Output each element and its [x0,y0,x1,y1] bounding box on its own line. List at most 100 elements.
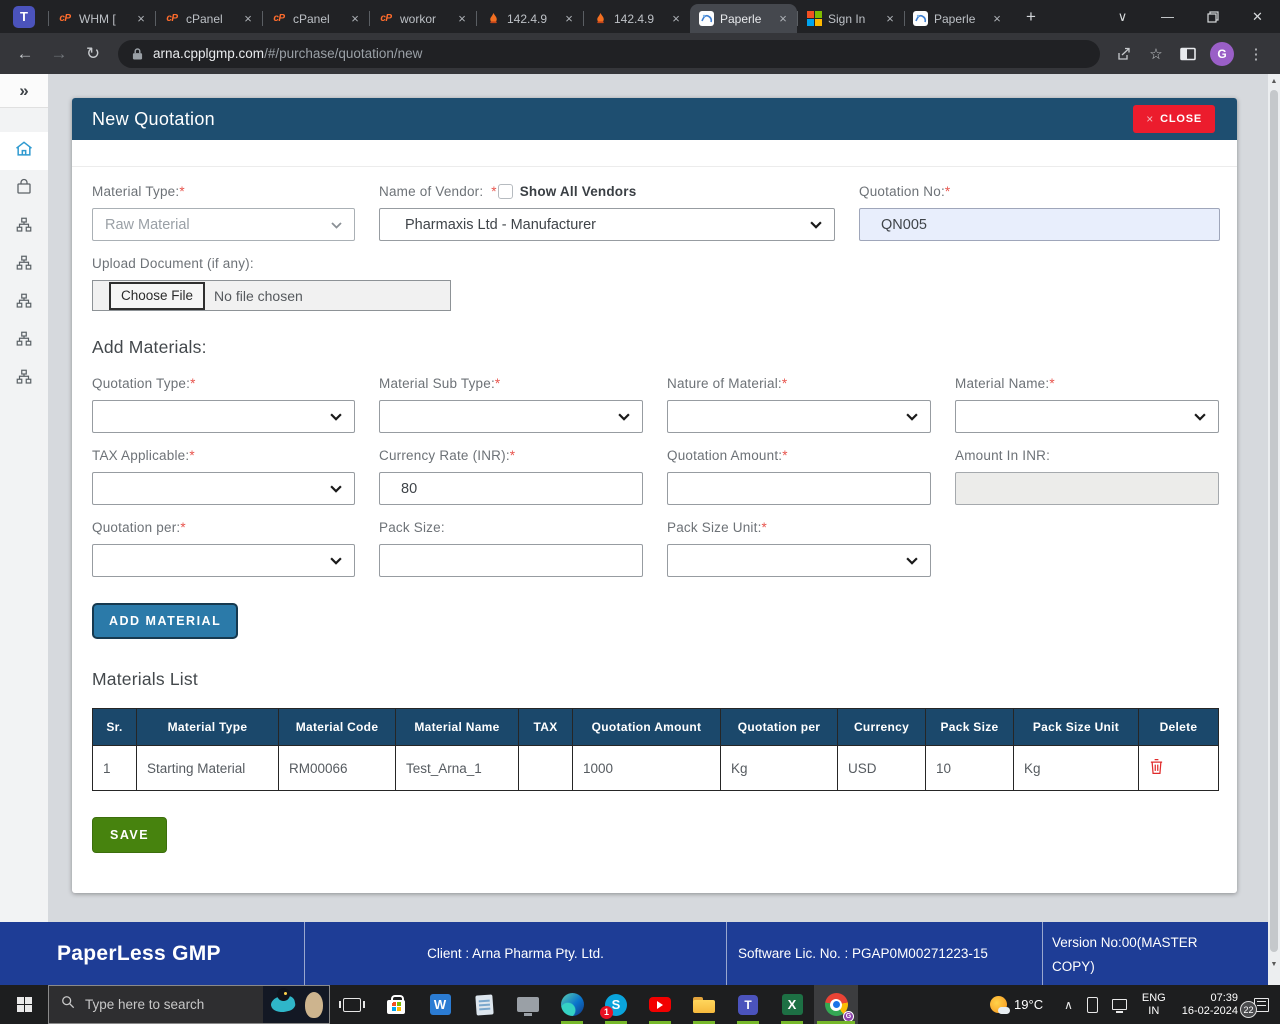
sidebar-item-home[interactable] [0,132,48,170]
menu-dots-icon[interactable]: ⋮ [1248,45,1264,63]
restore-button[interactable] [1190,0,1235,33]
material-name-select[interactable] [955,400,1219,433]
paperless-favicon-icon [913,11,928,26]
remote-desktop-button[interactable] [506,985,550,1024]
windows-logo-icon [16,997,32,1012]
material-type-select[interactable]: Raw Material [92,208,355,241]
close-button[interactable]: × CLOSE [1133,105,1215,133]
word-button[interactable]: W [418,985,462,1024]
tab-paperless-active[interactable]: Paperle × [690,4,797,33]
sidebar-item-module-4[interactable] [0,322,48,360]
task-view-button[interactable] [330,985,374,1024]
tab-close-icon[interactable]: × [886,11,894,26]
tab-paperless-2[interactable]: Paperle × [904,4,1011,33]
vendor-select[interactable]: Pharmaxis Ltd - Manufacturer [379,208,835,241]
tray-chevron-up-icon[interactable]: ∧ [1064,997,1073,1012]
time-text: 07:39 [1210,991,1238,1004]
nature-of-material-select[interactable] [667,400,931,433]
network-icon[interactable] [1111,999,1127,1013]
language-indicator[interactable]: ENG IN [1142,992,1166,1018]
close-window-button[interactable]: ✕ [1252,8,1263,24]
pack-size-unit-select[interactable] [667,544,931,577]
edge-button[interactable] [550,985,594,1024]
reload-button[interactable]: ↻ [85,43,101,63]
tab-close-icon[interactable]: × [565,11,573,26]
tax-applicable-select[interactable] [92,472,355,505]
weather-widget[interactable]: 19°C [990,996,1043,1014]
file-explorer-button[interactable] [682,985,726,1024]
tab-close-icon[interactable]: × [779,11,787,26]
tab-cpanel-1[interactable]: cP cPanel × [155,4,262,33]
tab-close-icon[interactable]: × [672,11,680,26]
notepad-button[interactable] [462,985,506,1024]
sidebar-item-module-5[interactable] [0,360,48,398]
bookmark-star-icon[interactable]: ☆ [1149,45,1163,63]
chrome-button[interactable]: G [814,985,858,1024]
tab-server-1[interactable]: 142.4.9 × [476,4,583,33]
tab-sign-in[interactable]: Sign In × [797,4,904,33]
sidebar-item-module-3[interactable] [0,284,48,322]
show-all-vendors-checkbox[interactable] [497,184,513,199]
web-page: » New Quotation × CLOSE Material Type:* [0,74,1280,985]
vertical-scrollbar[interactable]: ▲ ▼ [1268,74,1280,985]
new-tab-button[interactable]: + [1026,7,1036,26]
choose-file-button[interactable]: Choose File [109,281,206,310]
quotation-amount-input[interactable] [667,472,931,505]
tab-whm[interactable]: cP WHM [ × [48,4,155,33]
table-row: 1 Starting Material RM00066 Test_Arna_1 … [92,745,1219,791]
minimize-button[interactable]: — [1161,9,1174,24]
scrollbar-thumb[interactable] [1270,90,1278,952]
quotation-per-select[interactable] [92,544,355,577]
material-sub-type-select[interactable] [379,400,643,433]
microsoft-store-button[interactable] [374,985,418,1024]
share-icon[interactable] [1109,39,1139,69]
tab-server-2[interactable]: 142.4.9 × [583,4,690,33]
delete-trash-icon[interactable] [1149,758,1164,778]
tab-workorder[interactable]: cP workor × [369,4,476,33]
teams-app-icon[interactable]: T [0,0,48,33]
profile-avatar[interactable]: G [1210,41,1234,66]
file-input[interactable]: Choose File No file chosen [92,280,451,311]
address-bar[interactable]: arna.cpplgmp.com/#/purchase/quotation/ne… [118,39,1100,68]
youtube-button[interactable] [638,985,682,1024]
sidebar-item-module-2[interactable] [0,246,48,284]
cell-tax [518,745,573,791]
currency-rate-input[interactable]: 80 [379,472,643,505]
folder-icon [693,996,715,1013]
add-material-button[interactable]: ADD MATERIAL [92,603,239,639]
tab-close-icon[interactable]: × [458,11,466,26]
scroll-up-icon[interactable]: ▲ [1270,77,1278,85]
footer-version: Version No:00(MASTER COPY) [1052,935,1198,974]
start-button[interactable] [0,985,48,1024]
teams-button[interactable]: T [726,985,770,1024]
tab-close-icon[interactable]: × [351,11,359,26]
quotation-per-label: Quotation per:* [92,520,186,535]
quotation-type-select[interactable] [92,400,355,433]
search-placeholder-text: Type here to search [85,997,205,1012]
search-spotlight-image[interactable] [263,986,329,1023]
url-host: arna.cpplgmp.com [153,46,265,61]
tab-close-icon[interactable]: × [137,11,145,26]
side-panel-icon[interactable] [1173,39,1203,69]
sidebar-item-purchases[interactable] [0,170,48,208]
clock[interactable]: 07:39 16-02-2024 [1182,992,1238,1018]
tab-close-icon[interactable]: × [993,11,1001,26]
tab-search-chevron-icon[interactable]: ∨ [1117,8,1128,24]
forward-button[interactable]: → [50,43,68,63]
teams-icon: T [13,5,35,28]
tab-close-icon[interactable]: × [244,11,252,26]
sidebar-expand-button[interactable]: » [0,74,48,108]
excel-button[interactable]: X [770,985,814,1024]
pack-size-input[interactable] [379,544,643,577]
scroll-down-icon[interactable]: ▼ [1270,960,1278,968]
action-center-button[interactable]: 22 [1240,985,1276,1024]
tab-cpanel-2[interactable]: cP cPanel × [262,4,369,33]
phone-link-icon[interactable] [1086,996,1098,1013]
taskbar-search-box[interactable]: Type here to search [48,985,330,1024]
quotation-no-input[interactable]: QN005 [859,208,1220,241]
save-button[interactable]: SAVE [92,817,168,853]
back-button[interactable]: ← [16,43,34,63]
sidebar-item-module-1[interactable] [0,208,48,246]
